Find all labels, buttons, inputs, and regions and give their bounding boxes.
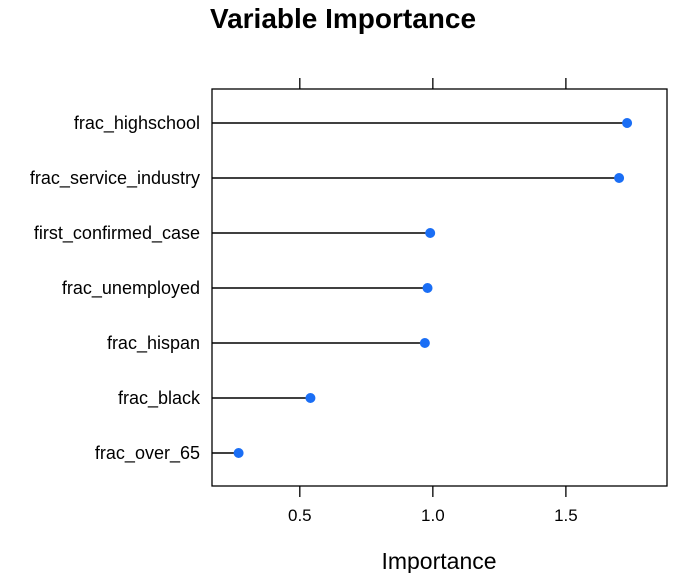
x-axis: 0.5 1.0 1.5 [288, 78, 578, 525]
x-axis-label: Importance [381, 548, 496, 573]
category-label: frac_unemployed [62, 278, 200, 299]
chart-title: Variable Importance [210, 3, 476, 34]
x-tick-label: 1.0 [421, 506, 445, 525]
value-point [419, 338, 430, 348]
value-point [233, 448, 244, 458]
value-point [622, 118, 633, 128]
category-label: frac_highschool [74, 113, 200, 134]
chart-marks: frac_highschool frac_service_industryfirs… [30, 113, 633, 464]
value-point [305, 393, 316, 403]
category-label: frac_black [118, 388, 201, 409]
category-label: frac_over_65 [95, 443, 200, 464]
value-point [614, 173, 625, 183]
category-label: frac_hispan [107, 333, 200, 354]
x-tick-label: 0.5 [288, 506, 312, 525]
value-point [422, 283, 433, 293]
category-label: first_confirmed_case [34, 223, 200, 244]
x-tick-label: 1.5 [554, 506, 578, 525]
value-point [425, 228, 436, 238]
category-label: frac_service_industry [30, 168, 200, 189]
